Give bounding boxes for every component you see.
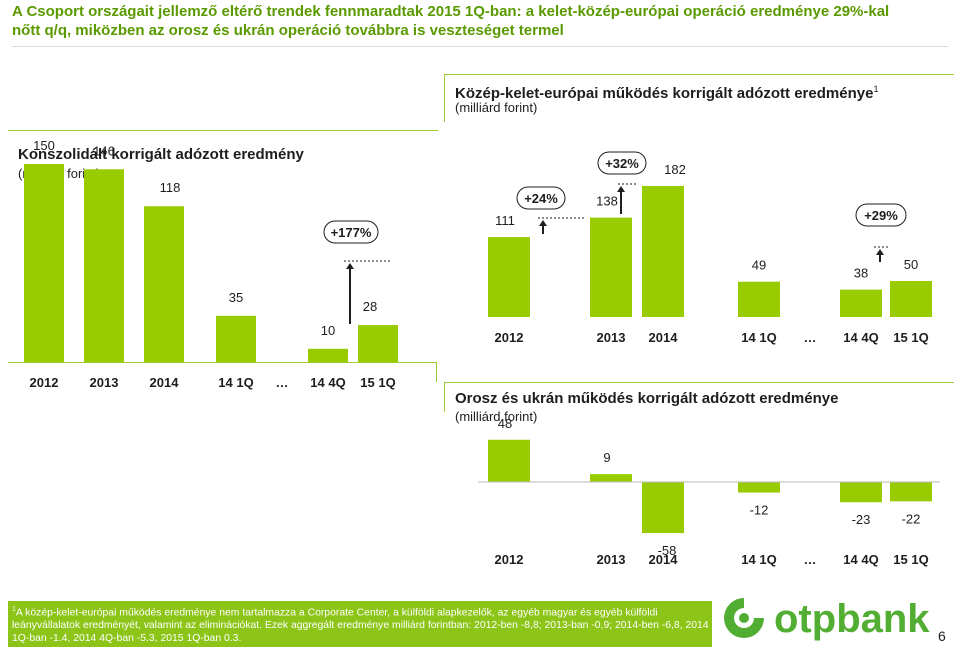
- annotation-arrow-cee-2014-head: [617, 186, 625, 192]
- footnote: 1A közép-kelet-európai működés eredménye…: [8, 601, 712, 648]
- data-label: 35: [229, 290, 243, 305]
- x-tick-label: 2012: [495, 330, 524, 345]
- bar: [642, 185, 684, 317]
- panel-frame-ru: [444, 382, 954, 383]
- panel-frame-cee: [444, 74, 954, 75]
- data-label: 49: [752, 258, 766, 273]
- x-tick-label: 2013: [597, 330, 626, 345]
- bar: [590, 217, 632, 317]
- logo-mark-icon: [724, 598, 764, 638]
- bar: [590, 474, 632, 482]
- bar: [488, 237, 530, 317]
- x-tick-label: 14 1Q: [218, 375, 253, 390]
- data-label: -12: [750, 503, 769, 518]
- annotation-arrow-consolidated-head: [346, 263, 354, 269]
- annotation-arrow-cee-2013-head: [539, 220, 547, 226]
- annotation-cee-2013-box: [516, 186, 566, 210]
- x-tick-label: 14 4Q: [843, 330, 878, 345]
- x-tick-label: 15 1Q: [360, 375, 395, 390]
- logo-wordmark: otpbank: [774, 597, 930, 641]
- x-tick-label: 15 1Q: [893, 330, 928, 345]
- x-tick-label: 2013: [597, 552, 626, 567]
- data-label: 50: [904, 257, 918, 272]
- page-title: A Csoport országait jellemző eltérő tren…: [12, 3, 890, 39]
- annotation-cee-q-box: [855, 203, 907, 227]
- annotation-cee-2014: +32%: [605, 156, 639, 171]
- x-tick-label: 2014: [150, 375, 180, 390]
- panel-frame-left: [8, 130, 438, 131]
- panel-frame-cee-side: [444, 74, 445, 122]
- otp-bank-logo: otpbank: [724, 597, 930, 641]
- panel-frame-left-side: [436, 362, 437, 382]
- page-number: 6: [938, 628, 946, 644]
- data-label: -58: [658, 543, 677, 558]
- bar: [84, 169, 124, 362]
- bar: [840, 482, 882, 503]
- charts-canvas: 2012 150 2013 146 2014 118 14 1Q 35 … 14 4Q 10 15 1…: [24, 138, 940, 567]
- data-label: 146: [93, 143, 115, 158]
- x-tick-label: …: [804, 330, 817, 345]
- data-label: 10: [321, 323, 335, 338]
- title-divider: [12, 46, 948, 47]
- panel-frame-left-bottom: [8, 362, 436, 363]
- bar: [738, 281, 780, 317]
- annotation-cee-2013: +24%: [524, 191, 558, 206]
- chart-title-cee: Közép-kelet-európai működés korrigált ad…: [455, 84, 879, 102]
- x-tick-label: …: [276, 375, 289, 390]
- data-label: 48: [498, 416, 512, 431]
- data-label: 111: [495, 213, 515, 228]
- x-tick-label: 14 4Q: [843, 552, 878, 567]
- data-label: 138: [596, 194, 618, 209]
- bar: [144, 206, 184, 362]
- x-tick-label: …: [804, 552, 817, 567]
- data-label: 38: [854, 266, 868, 281]
- bar: [24, 164, 64, 362]
- chart-subtitle-cee: (milliárd forint): [455, 100, 538, 115]
- bar: [738, 482, 780, 493]
- x-tick-label: 14 4Q: [310, 375, 345, 390]
- data-label: 9: [603, 450, 610, 465]
- chart-title-ru-ua: Orosz és ukrán működés korrigált adózott…: [455, 390, 839, 407]
- x-tick-label: 15 1Q: [893, 552, 928, 567]
- panel-frame-ru-side: [444, 382, 445, 412]
- bar: [890, 482, 932, 502]
- data-label: -22: [902, 511, 921, 526]
- annotation-arrow-cee-q-head: [876, 249, 884, 255]
- bar: [488, 439, 530, 482]
- data-label: 182: [664, 162, 686, 177]
- annotation-cee-q: +29%: [864, 208, 898, 223]
- annotation-consolidated-box: [323, 220, 379, 244]
- x-tick-label: 14 1Q: [741, 552, 776, 567]
- x-tick-label: 2012: [495, 552, 524, 567]
- bar: [840, 289, 882, 317]
- annotation-consolidated: +177%: [331, 225, 372, 240]
- x-tick-label: 2013: [90, 375, 119, 390]
- data-label: -23: [852, 512, 871, 527]
- bar: [308, 348, 348, 362]
- chart-subtitle-ru-ua: (milliárd forint): [455, 409, 538, 424]
- x-tick-label: 14 1Q: [741, 330, 776, 345]
- x-tick-label: 2012: [30, 375, 59, 390]
- chart-title-consolidated: Konszolidált korrigált adózott eredmény: [18, 146, 304, 163]
- data-label: 28: [363, 299, 377, 314]
- data-label: 118: [160, 180, 181, 195]
- bar: [358, 325, 398, 362]
- bar: [642, 482, 684, 534]
- data-label: 150: [33, 138, 55, 153]
- bar: [216, 315, 256, 362]
- bar: [890, 281, 932, 317]
- x-tick-label: 2014: [649, 552, 679, 567]
- annotation-cee-2014-box: [597, 151, 647, 175]
- x-tick-label: 2014: [649, 330, 679, 345]
